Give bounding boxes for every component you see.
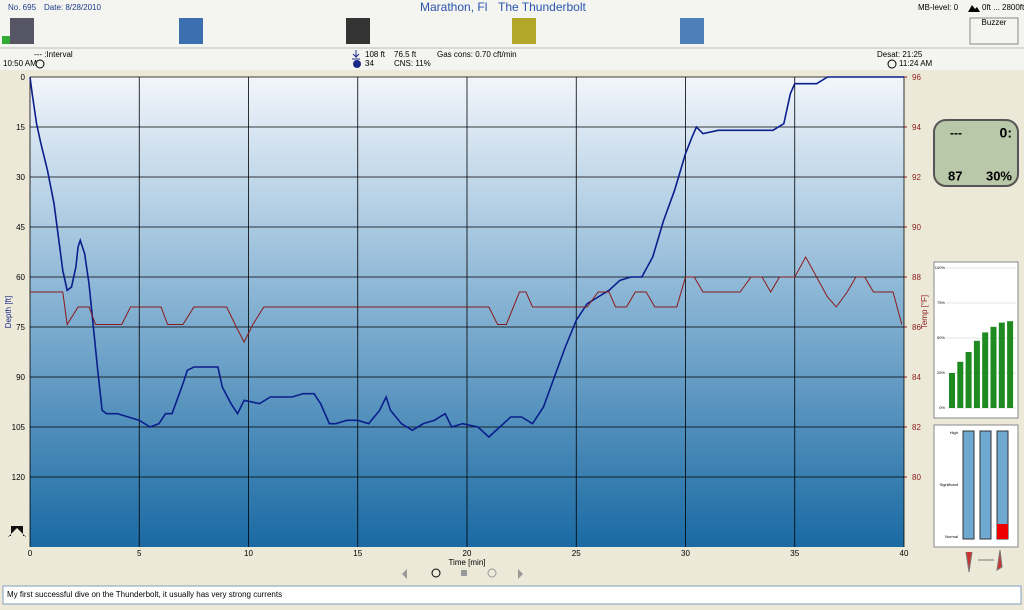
weather-icon	[179, 18, 203, 44]
y-tick-label: 0%	[939, 405, 945, 410]
gauge-label: Significant	[940, 482, 959, 487]
y2-tick-label: 92	[912, 173, 921, 182]
buzzer-button[interactable]	[969, 17, 1019, 45]
gauge	[996, 430, 1009, 540]
y2-tick-label: 80	[912, 473, 921, 482]
zoom-out[interactable]	[487, 568, 497, 578]
series-line	[30, 255, 903, 344]
y-tick-label: 105	[12, 423, 26, 432]
mountain-icon	[968, 5, 980, 12]
y-tick-label: 45	[16, 223, 25, 232]
y-tick-label: 25%	[937, 370, 945, 375]
desat: Desat: 21:25	[877, 50, 923, 59]
y-tick-label: 120	[12, 473, 26, 482]
y2-tick-label: 82	[912, 423, 921, 432]
site: Marathon, Fl	[420, 0, 487, 14]
bar	[957, 361, 964, 408]
x-tick-label: 20	[463, 549, 472, 558]
x-tick-label: 35	[790, 549, 799, 558]
y2-tick-label: 84	[912, 373, 921, 382]
x-tick-label: 15	[353, 549, 362, 558]
x-axis-label: Time [min]	[448, 558, 485, 567]
x-tick-label: 10	[244, 549, 253, 558]
avg-depth: 76.5 ft	[394, 50, 417, 59]
y-tick-label: 60	[16, 273, 25, 282]
gear-icon	[346, 18, 370, 44]
gas-consumption: Gas cons: 0.70 cft/min	[437, 50, 517, 59]
series-line	[29, 76, 904, 439]
dropdown[interactable]	[2, 36, 10, 44]
bar	[973, 340, 980, 408]
dive-date: Date: 8/28/2010	[44, 3, 101, 12]
tools-icons	[965, 549, 1003, 573]
spot: The Thunderbolt	[498, 0, 587, 14]
clock-icon	[887, 59, 897, 69]
start-time: 10:50 AM	[3, 59, 37, 68]
temp-icon	[353, 60, 361, 68]
computer-time: 0:	[1000, 125, 1012, 141]
y2-tick-label: 96	[912, 73, 921, 82]
clock-icon	[35, 59, 45, 69]
y2-tick-label: 94	[912, 123, 921, 132]
end-time: 11:24 AM	[899, 59, 933, 68]
temperature: 34	[365, 59, 374, 68]
y-tick-label: 0	[21, 73, 26, 82]
gauge-label: Normal	[945, 534, 958, 539]
gauges	[962, 430, 1009, 540]
stop-button[interactable]	[461, 570, 467, 576]
interval: --- :Interval	[34, 50, 73, 59]
computer-temp: 87	[948, 168, 962, 183]
mb-level: MB-level: 0	[918, 3, 959, 12]
saturation-chart: 0% 25% 50% 75% 100%	[935, 265, 1016, 410]
gauge-label: High	[950, 430, 958, 435]
max-depth: 108 ft	[365, 50, 386, 59]
dive-chart: 0 5 10 15 20 25 30 35 40 0 15 30 45 60 75 90 105 120 80 82 8…	[4, 73, 929, 567]
x-tick-label: 25	[572, 549, 581, 558]
computer-dashes: ---	[950, 126, 962, 140]
depth-icon	[352, 50, 360, 60]
bar	[982, 332, 989, 408]
x-tick-label: 40	[900, 549, 909, 558]
y-tick-label: 15	[16, 123, 25, 132]
bar	[949, 373, 955, 408]
bar	[1007, 321, 1014, 408]
gauge	[962, 430, 975, 540]
y-tick-label: 75	[16, 323, 25, 332]
y2-axis-label: Temp [°F]	[920, 295, 929, 329]
tank-icon	[512, 18, 536, 44]
x-tick-label: 30	[681, 549, 690, 558]
computer-display	[933, 119, 1019, 187]
home-icon[interactable]	[8, 526, 26, 537]
zoom-in[interactable]	[431, 568, 441, 578]
y2-tick-label: 88	[912, 273, 921, 282]
y-tick-label: 75%	[937, 300, 945, 305]
cns: CNS: 11%	[394, 59, 431, 68]
bar	[998, 322, 1005, 408]
gauge-fill	[997, 524, 1008, 539]
gauge	[979, 430, 992, 540]
bar	[965, 352, 972, 408]
altitude: 0ft ... 2800ft	[982, 3, 1024, 12]
computer-o2: 30%	[986, 168, 1012, 183]
x-tick-label: 5	[137, 549, 142, 558]
diver-icon	[10, 18, 34, 44]
y-tick-label: 90	[16, 373, 25, 382]
y-tick-label: 30	[16, 173, 25, 182]
y-axis-label: Depth [ft]	[4, 296, 13, 328]
comment-box[interactable]	[2, 585, 1022, 605]
x-tick-label: 0	[28, 549, 33, 558]
y2-tick-label: 90	[912, 223, 921, 232]
comment: My first successful dive on the Thunderb…	[7, 590, 282, 599]
dive-number: No. 695	[8, 3, 37, 12]
buzzer-label: Buzzer	[982, 18, 1007, 27]
bar	[990, 326, 997, 408]
deco-icon	[680, 18, 704, 44]
y-tick-label: 50%	[937, 335, 945, 340]
y2-tick-label: 86	[912, 323, 921, 332]
y-tick-label: 100%	[935, 265, 946, 270]
